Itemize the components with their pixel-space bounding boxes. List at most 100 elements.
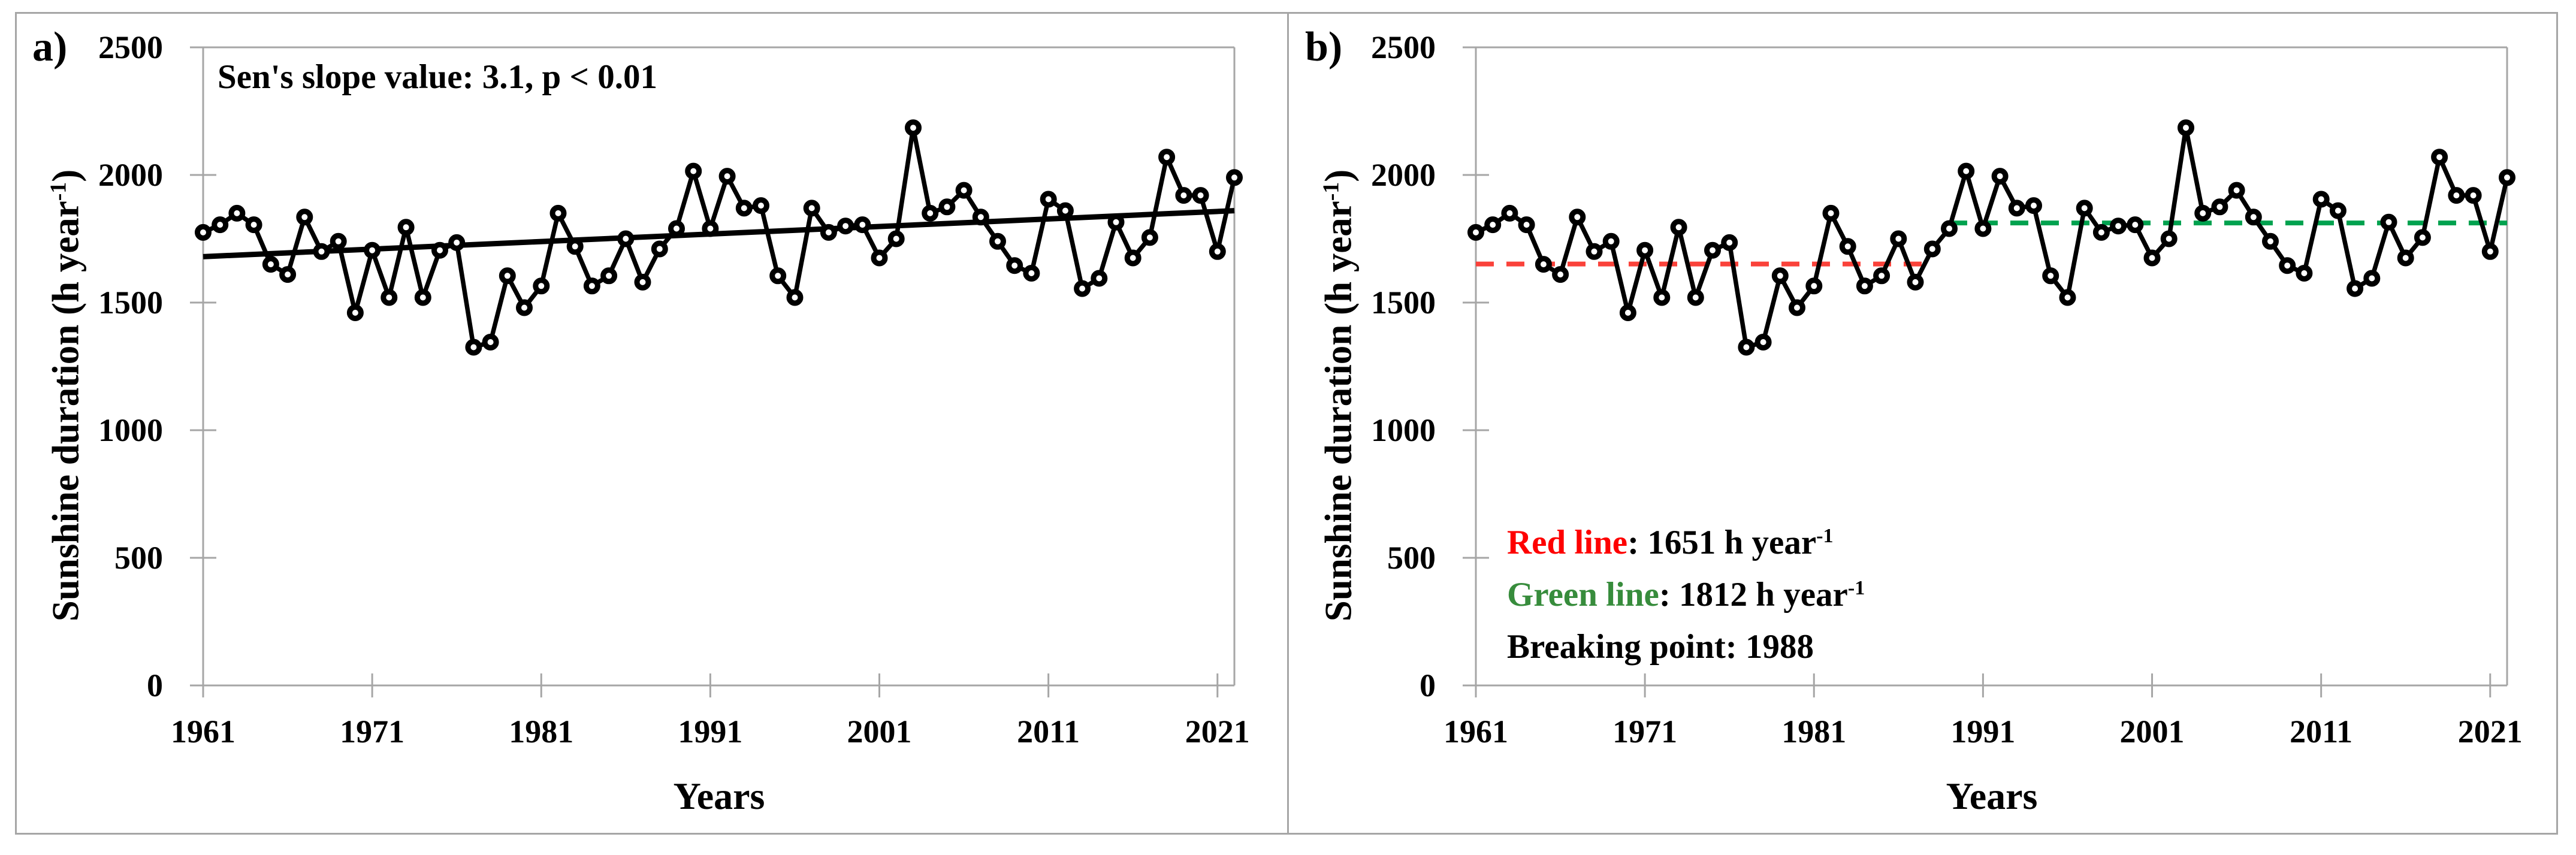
data-point-1998 bbox=[820, 223, 837, 241]
red-line-legend-superscript: -1 bbox=[1816, 525, 1834, 548]
panel-b-label: b) bbox=[1305, 24, 1343, 70]
data-point-2002 bbox=[887, 230, 905, 247]
data-point-1990 bbox=[685, 162, 702, 180]
data-point-2007 bbox=[972, 209, 989, 226]
chart-b bbox=[1463, 46, 2515, 697]
data-point-2013 bbox=[1074, 280, 1091, 297]
panel-a-label: a) bbox=[32, 24, 68, 70]
x-tick-label: 1971 bbox=[1612, 714, 1678, 750]
data-point-1976 bbox=[1721, 234, 1738, 251]
y-tick-label: 2000 bbox=[98, 157, 163, 193]
sen-trend-line bbox=[203, 208, 1235, 259]
green-line-legend-value: : 1812 h year bbox=[1659, 576, 1848, 614]
data-point-1974 bbox=[1687, 289, 1704, 306]
data-point-2006 bbox=[2228, 182, 2245, 199]
sen-slope-annotation: Sen's slope value: 3.1, p < 0.01 bbox=[218, 58, 657, 96]
x-tick-label: 1981 bbox=[509, 714, 574, 750]
data-point-2014 bbox=[2363, 270, 2381, 287]
data-point-1987 bbox=[1907, 273, 1924, 291]
data-point-1999 bbox=[837, 217, 854, 235]
data-point-1975 bbox=[1704, 241, 1721, 259]
data-point-1969 bbox=[330, 232, 347, 250]
data-point-2008 bbox=[989, 232, 1006, 250]
y-tick-label: 500 bbox=[114, 540, 163, 576]
data-point-2009 bbox=[2279, 257, 2296, 274]
data-point-1981 bbox=[1805, 277, 1823, 295]
panel-a: a) Sunshine duration (h year-1) Years Se… bbox=[16, 0, 1287, 855]
y-tick-label: 1000 bbox=[98, 412, 163, 448]
data-point-1995 bbox=[769, 267, 787, 285]
x-tick-label: 2011 bbox=[2290, 714, 2353, 750]
data-point-2020 bbox=[1192, 187, 1209, 204]
breaking-point-text: Breaking point: 1988 bbox=[1507, 628, 1814, 666]
data-point-1973 bbox=[1670, 219, 1687, 236]
data-point-1997 bbox=[2076, 200, 2093, 217]
data-point-1972 bbox=[1653, 289, 1671, 306]
y-tick-label: 2000 bbox=[1371, 157, 1436, 193]
data-point-1991 bbox=[702, 220, 719, 237]
y-tick-label: 1500 bbox=[98, 285, 163, 321]
data-point-1989 bbox=[1941, 220, 1958, 237]
red-line-legend: Red line: 1651 h year-1 bbox=[1507, 519, 1865, 571]
data-point-2004 bbox=[2194, 204, 2212, 222]
data-point-1971 bbox=[1636, 241, 1654, 259]
data-point-1972 bbox=[380, 289, 398, 306]
data-point-2021 bbox=[1209, 243, 1226, 260]
data-point-1978 bbox=[482, 334, 499, 351]
data-point-1980 bbox=[1789, 299, 1805, 316]
data-point-1989 bbox=[668, 220, 685, 237]
data-point-1983 bbox=[1839, 238, 1856, 255]
data-point-1992 bbox=[718, 168, 736, 185]
data-point-1982 bbox=[1822, 204, 1840, 222]
chart-a bbox=[190, 46, 1243, 697]
data-point-2008 bbox=[2262, 232, 2279, 250]
data-point-2003 bbox=[905, 119, 922, 137]
data-point-2013 bbox=[2347, 280, 2364, 297]
green-line-legend-label: Green line bbox=[1507, 576, 1659, 614]
green-line-legend-superscript: -1 bbox=[1847, 577, 1865, 600]
data-point-2003 bbox=[2178, 119, 2194, 137]
data-point-1988 bbox=[651, 240, 668, 258]
data-point-1987 bbox=[634, 273, 651, 291]
red-line-legend-value: : 1651 h year bbox=[1627, 524, 1817, 561]
data-point-2001 bbox=[871, 249, 888, 267]
data-point-2010 bbox=[1023, 265, 1040, 282]
data-point-2010 bbox=[2296, 265, 2313, 282]
data-point-1968 bbox=[313, 243, 330, 260]
data-point-1964 bbox=[1518, 216, 1535, 234]
data-point-2022 bbox=[2499, 169, 2515, 186]
data-point-2007 bbox=[2245, 209, 2262, 226]
data-point-1995 bbox=[2042, 267, 2059, 285]
data-point-1994 bbox=[753, 197, 769, 214]
data-point-1970 bbox=[1619, 304, 1636, 321]
data-point-1965 bbox=[262, 256, 279, 273]
figure-border bbox=[15, 12, 2558, 835]
data-point-1961 bbox=[1467, 223, 1484, 241]
data-point-1996 bbox=[786, 289, 804, 306]
y-tick-label: 1000 bbox=[1371, 412, 1436, 448]
x-tick-label: 2021 bbox=[1185, 714, 1250, 750]
data-point-2006 bbox=[955, 182, 973, 199]
data-point-1984 bbox=[1856, 277, 1873, 295]
data-point-2011 bbox=[2312, 191, 2330, 208]
data-point-1962 bbox=[212, 216, 229, 234]
y-tick-label: 0 bbox=[147, 667, 163, 703]
data-point-1980 bbox=[516, 299, 533, 316]
x-axis-title-a: Years bbox=[673, 775, 765, 817]
data-point-2000 bbox=[854, 216, 871, 234]
data-point-1988 bbox=[1923, 240, 1941, 258]
panel-b: b) Sunshine duration (h year-1) Years Re… bbox=[1288, 0, 2562, 855]
data-point-1961 bbox=[195, 223, 212, 241]
data-point-2017 bbox=[2414, 229, 2431, 246]
data-point-1996 bbox=[2059, 289, 2076, 306]
data-point-2012 bbox=[1056, 202, 1074, 219]
x-tick-label: 1971 bbox=[340, 714, 405, 750]
x-tick-label: 1991 bbox=[1950, 714, 2016, 750]
data-point-1967 bbox=[1569, 209, 1586, 226]
data-point-1966 bbox=[1552, 266, 1569, 283]
data-point-2016 bbox=[2397, 249, 2414, 267]
data-point-2012 bbox=[2329, 202, 2347, 219]
data-point-1994 bbox=[2025, 197, 2042, 214]
data-point-2015 bbox=[1107, 213, 1125, 231]
